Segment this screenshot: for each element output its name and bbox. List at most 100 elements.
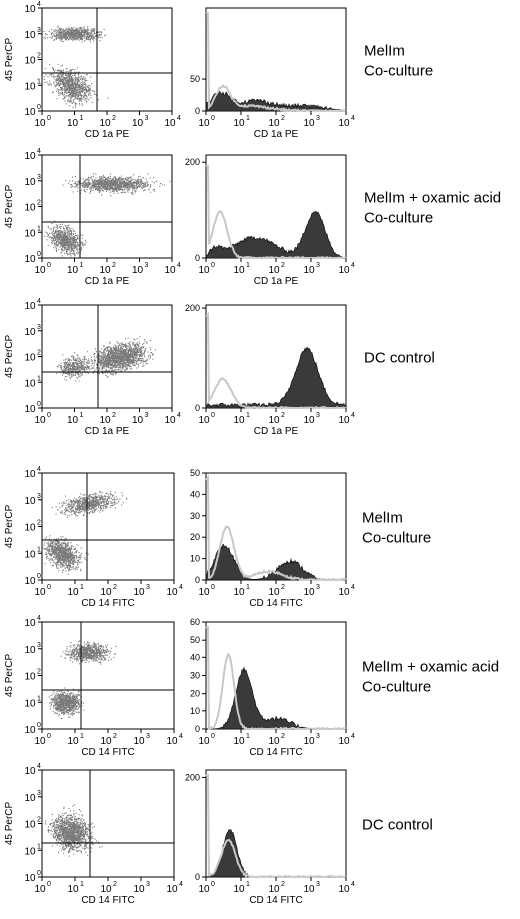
event-dot [124,191,126,193]
event-dot [85,83,87,85]
event-dot [83,37,85,39]
event-dot [60,37,62,39]
event-dot [77,250,79,252]
event-dot [55,37,57,39]
event-dot [72,77,74,79]
event-dot [64,231,66,233]
event-dot [134,352,136,354]
event-dot [64,36,66,38]
event-dot [139,355,141,357]
event-dot [61,31,63,33]
event-dot [53,234,55,236]
event-dot [101,372,103,374]
event-dot [113,355,115,357]
event-dot [80,35,82,37]
event-dot [94,359,96,361]
event-dot [86,96,88,98]
event-dot [108,366,110,368]
event-dot [134,190,136,192]
event-dot [120,361,122,363]
event-dot [58,38,60,40]
event-dot [71,79,73,81]
event-dot [134,347,136,349]
event-dot [73,86,75,88]
event-dot [111,188,113,190]
event-dot [71,246,73,248]
event-dot [129,359,131,361]
event-dot [140,354,142,356]
event-dot [56,83,58,85]
event-dot [70,238,72,240]
event-dot [53,40,55,42]
event-dot [64,82,66,84]
event-dot [85,101,87,103]
event-dot [57,25,59,27]
event-dot [123,360,125,362]
event-dot [73,237,75,239]
event-dot [76,37,78,39]
event-dot [122,365,124,367]
event-dot [133,345,135,347]
event-dot [134,339,136,341]
event-dot [51,237,53,239]
event-dot [62,93,64,95]
x-tick-label: 10 [233,118,245,129]
event-dot [135,352,137,354]
event-dot [123,356,125,358]
x-tick-exponent: 4 [351,115,355,122]
event-dot [62,36,64,38]
event-dot [71,242,73,244]
event-dot [128,342,130,344]
event-dot [93,186,95,188]
event-dot [100,348,102,350]
event-dot [56,90,58,92]
event-dot [121,348,123,350]
event-dot [99,177,101,179]
event-dot [85,186,87,188]
event-dot [69,252,71,254]
event-dot [78,77,80,79]
event-dot [107,177,109,179]
event-dot [81,88,83,90]
event-dot [119,177,121,179]
event-dot [105,363,107,365]
event-dot [59,76,61,78]
event-dot [75,84,77,86]
event-dot [130,355,132,357]
event-dot [132,341,134,343]
event-dot [63,243,65,245]
event-dot [56,33,58,35]
event-dot [128,364,130,366]
event-dot [112,370,114,372]
event-dot [129,181,131,183]
event-dot [74,37,76,39]
event-dot [71,91,73,93]
event-dot [56,35,58,37]
event-dot [134,186,136,188]
event-dot [81,84,83,86]
event-dot [70,87,72,89]
event-dot [116,187,118,189]
event-dot [112,183,114,185]
event-dot [81,76,83,78]
event-dot [71,91,73,93]
event-dot [127,355,129,357]
event-dot [125,346,127,348]
event-dot [74,81,76,83]
event-dot [80,97,82,99]
event-dot [126,364,128,366]
event-dot [132,360,134,362]
event-dot [99,363,101,365]
event-dot [114,363,116,365]
event-dot [110,360,112,362]
event-dot [131,350,133,352]
event-dot [57,73,59,75]
event-dot [94,185,96,187]
event-dot [74,365,76,367]
event-dot [109,372,111,374]
event-dot [111,184,113,186]
event-dot [118,188,120,190]
event-dot [53,227,55,229]
event-dot [75,90,77,92]
event-dot [96,182,98,184]
